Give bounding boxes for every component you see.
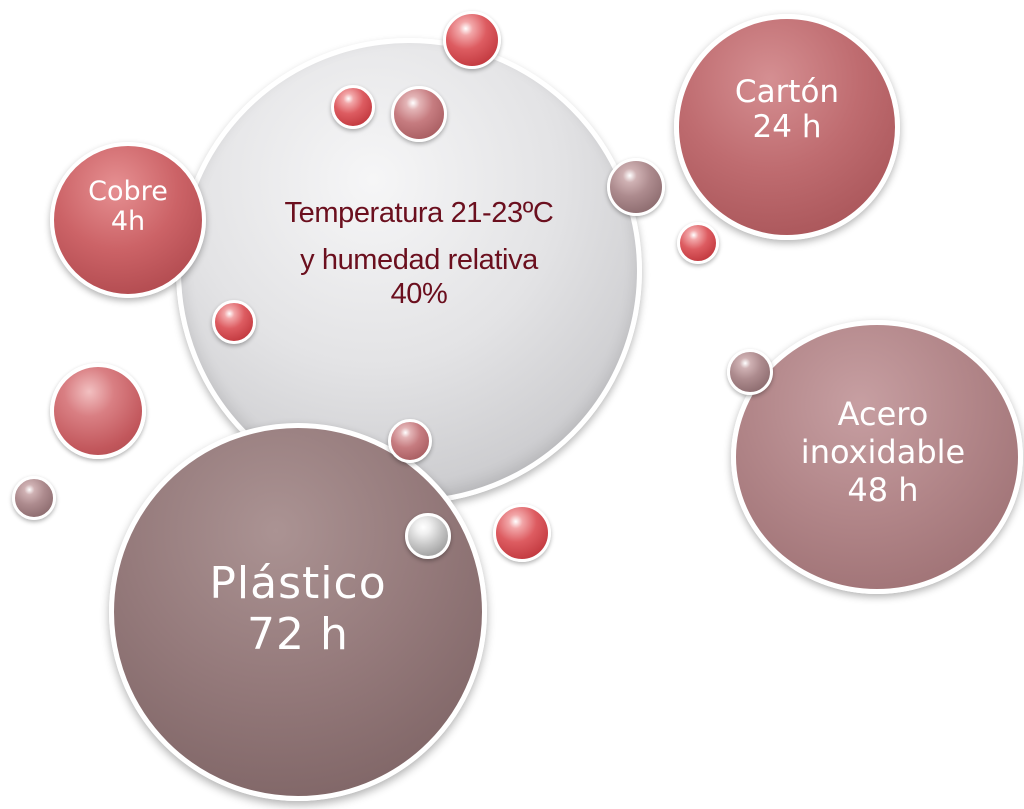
material-duration: 48 h xyxy=(847,470,919,509)
decorative-sphere xyxy=(607,158,665,216)
stainless-steel-label: Acero inoxidable 48 h xyxy=(801,396,965,509)
humidity-text: y humedad relativa xyxy=(300,243,538,276)
decorative-sphere xyxy=(50,363,146,459)
decorative-sphere xyxy=(727,349,773,395)
material-duration: 4h xyxy=(110,206,146,237)
humidity-value: 40% xyxy=(390,278,448,311)
material-name-line1: Acero xyxy=(837,395,929,434)
decorative-sphere xyxy=(493,504,551,562)
decorative-sphere xyxy=(388,419,432,463)
stainless-steel-bubble: Acero inoxidable 48 h xyxy=(731,320,1023,594)
material-duration: 24 h xyxy=(752,109,822,145)
conditions-label: Temperatura 21-23ºC y humedad relativa 4… xyxy=(285,196,554,312)
decorative-sphere xyxy=(405,513,451,559)
plastic-label: Plástico 72 h xyxy=(209,559,386,660)
cardboard-label: Cartón 24 h xyxy=(735,75,839,144)
material-name: Plástico xyxy=(209,558,387,610)
temperature-text: Temperatura 21-23ºC xyxy=(284,196,554,229)
cardboard-bubble: Cartón 24 h xyxy=(674,14,900,240)
material-duration: 72 h xyxy=(247,609,349,660)
material-name-line2: inoxidable xyxy=(800,433,966,472)
copper-bubble: Cobre 4h xyxy=(50,142,206,298)
plastic-bubble: Plástico 72 h xyxy=(109,423,487,801)
decorative-sphere xyxy=(391,86,447,142)
material-name: Cobre xyxy=(88,175,168,207)
copper-label: Cobre 4h xyxy=(88,175,168,237)
decorative-sphere xyxy=(331,85,375,129)
decorative-sphere xyxy=(12,476,56,520)
material-name: Cartón xyxy=(734,74,840,111)
decorative-sphere xyxy=(677,222,719,264)
decorative-sphere xyxy=(212,300,256,344)
decorative-sphere xyxy=(443,11,501,69)
